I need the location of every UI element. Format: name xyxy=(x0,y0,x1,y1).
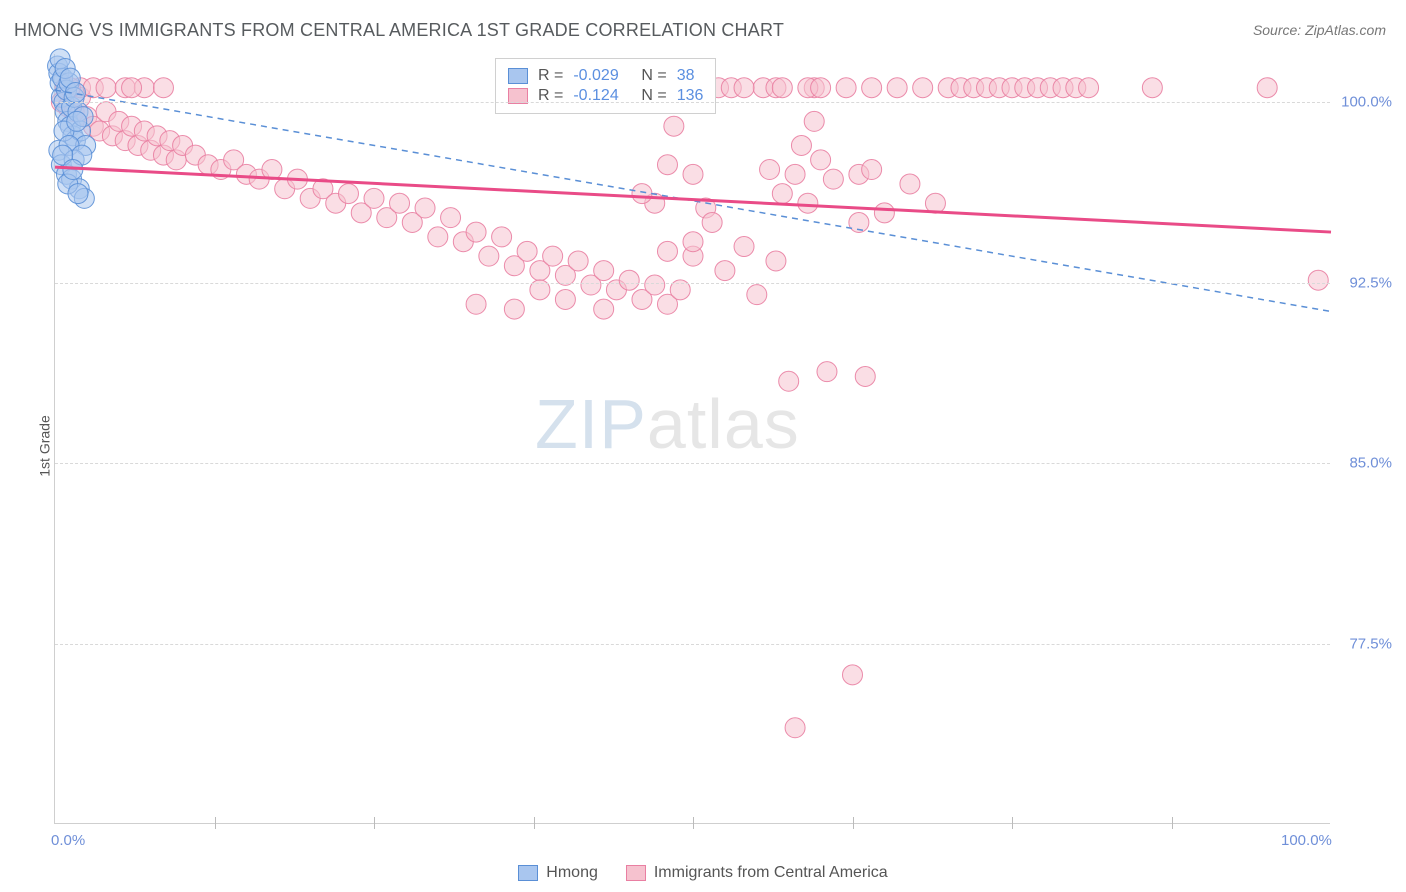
data-point xyxy=(855,366,875,386)
data-point xyxy=(96,78,116,98)
data-point xyxy=(1308,270,1328,290)
data-point xyxy=(479,246,499,266)
gridline xyxy=(55,102,1330,103)
data-point xyxy=(466,222,486,242)
y-tick-label: 92.5% xyxy=(1349,274,1392,291)
x-tick-label: 0.0% xyxy=(51,832,85,849)
data-point xyxy=(772,78,792,98)
legend-swatch-1 xyxy=(508,68,528,84)
data-point xyxy=(913,78,933,98)
data-point xyxy=(657,241,677,261)
data-point xyxy=(428,227,448,247)
data-point xyxy=(364,188,384,208)
gridline xyxy=(55,283,1330,284)
x-tick-mark xyxy=(215,817,216,829)
data-point xyxy=(887,78,907,98)
chart-title: HMONG VS IMMIGRANTS FROM CENTRAL AMERICA… xyxy=(14,20,784,41)
legend-bottom-swatch-1 xyxy=(518,865,538,881)
data-point xyxy=(874,203,894,223)
data-point xyxy=(122,78,142,98)
x-tick-mark xyxy=(374,817,375,829)
r-value-1: -0.029 xyxy=(573,67,631,85)
data-point xyxy=(804,111,824,131)
data-point xyxy=(657,155,677,175)
data-point xyxy=(811,150,831,170)
chart-container: HMONG VS IMMIGRANTS FROM CENTRAL AMERICA… xyxy=(0,0,1406,892)
data-point xyxy=(594,261,614,281)
data-point xyxy=(836,78,856,98)
data-point xyxy=(543,246,563,266)
x-tick-mark xyxy=(693,817,694,829)
data-point xyxy=(1257,78,1277,98)
data-point xyxy=(441,208,461,228)
x-tick-label: 100.0% xyxy=(1281,832,1332,849)
data-point xyxy=(747,285,767,305)
data-point xyxy=(862,160,882,180)
data-point xyxy=(1079,78,1099,98)
data-point xyxy=(466,294,486,314)
x-tick-mark xyxy=(853,817,854,829)
data-point xyxy=(900,174,920,194)
legend-bottom-swatch-2 xyxy=(626,865,646,881)
y-tick-label: 85.0% xyxy=(1349,455,1392,472)
series-legend: Hmong Immigrants from Central America xyxy=(0,864,1406,882)
plot-area: ZIPatlas R = -0.029 N = 38 R = -0.124 N … xyxy=(54,54,1330,824)
n-value-1: 38 xyxy=(677,67,695,85)
data-point xyxy=(862,78,882,98)
data-point xyxy=(823,169,843,189)
y-axis-label: 1st Grade xyxy=(37,415,53,476)
chart-svg xyxy=(55,54,1330,823)
gridline xyxy=(55,644,1330,645)
data-point xyxy=(415,198,435,218)
data-point xyxy=(632,184,652,204)
data-point xyxy=(555,289,575,309)
data-point xyxy=(390,193,410,213)
data-point xyxy=(734,237,754,257)
legend-row-1: R = -0.029 N = 38 xyxy=(508,67,703,85)
legend-bottom-label-2: Immigrants from Central America xyxy=(654,864,888,882)
legend-item-2: Immigrants from Central America xyxy=(626,864,888,882)
data-point xyxy=(153,78,173,98)
data-point xyxy=(779,371,799,391)
data-point xyxy=(517,241,537,261)
data-point xyxy=(715,261,735,281)
correlation-legend: R = -0.029 N = 38 R = -0.124 N = 136 xyxy=(495,58,716,114)
data-point xyxy=(504,299,524,319)
data-point xyxy=(1142,78,1162,98)
data-point xyxy=(568,251,588,271)
data-point xyxy=(492,227,512,247)
data-point xyxy=(785,164,805,184)
data-point xyxy=(760,160,780,180)
data-point xyxy=(772,184,792,204)
data-point xyxy=(68,184,88,204)
x-tick-mark xyxy=(534,817,535,829)
data-point xyxy=(817,362,837,382)
data-point xyxy=(664,116,684,136)
data-point xyxy=(811,78,831,98)
y-tick-label: 77.5% xyxy=(1349,635,1392,652)
data-point xyxy=(798,193,818,213)
data-point xyxy=(645,275,665,295)
data-point xyxy=(683,164,703,184)
data-point xyxy=(683,232,703,252)
data-point xyxy=(843,665,863,685)
legend-item-1: Hmong xyxy=(518,864,598,882)
r-label-1: R = xyxy=(538,67,563,85)
legend-bottom-label-1: Hmong xyxy=(546,864,598,882)
data-point xyxy=(67,111,87,131)
x-tick-mark xyxy=(1012,817,1013,829)
data-point xyxy=(594,299,614,319)
data-point xyxy=(785,718,805,738)
x-tick-mark xyxy=(1172,817,1173,829)
data-point xyxy=(766,251,786,271)
n-label-1: N = xyxy=(641,67,666,85)
data-point xyxy=(338,184,358,204)
source-attribution: Source: ZipAtlas.com xyxy=(1253,22,1386,38)
gridline xyxy=(55,463,1330,464)
y-tick-label: 100.0% xyxy=(1341,94,1392,111)
data-point xyxy=(702,212,722,232)
data-point xyxy=(791,135,811,155)
data-point xyxy=(619,270,639,290)
data-point xyxy=(734,78,754,98)
